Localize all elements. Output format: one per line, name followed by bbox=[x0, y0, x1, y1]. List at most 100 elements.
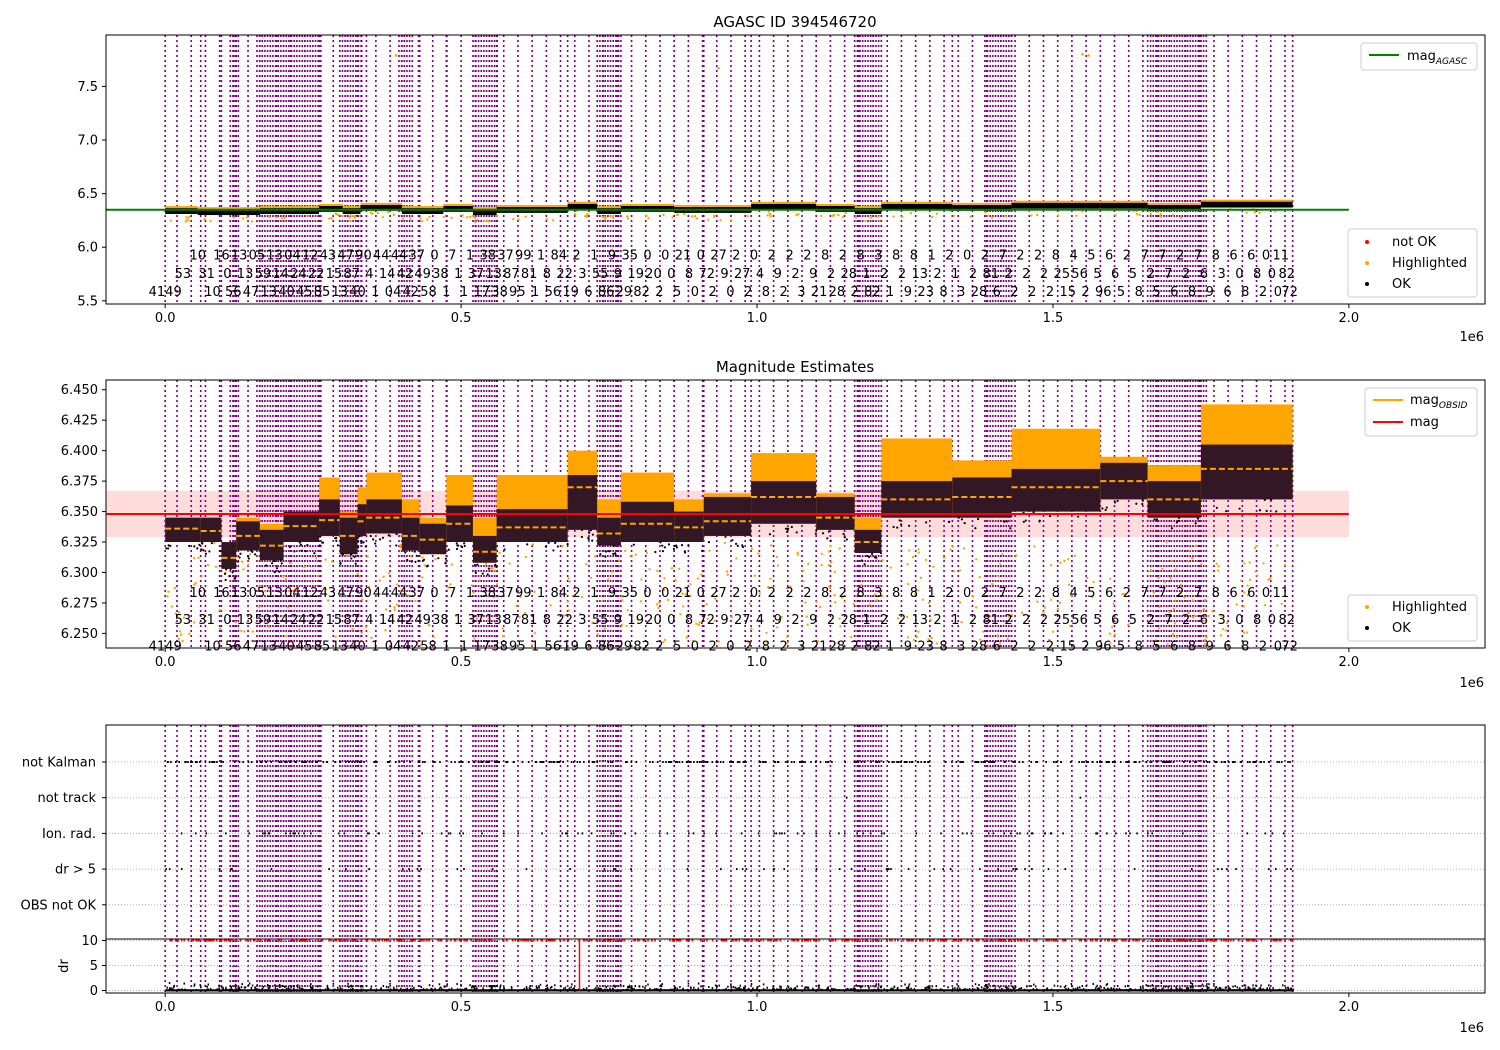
p3-dr-point bbox=[1162, 986, 1165, 989]
p1-obsid-label: 6 bbox=[993, 285, 1001, 300]
p3-dr-clipped-point bbox=[775, 939, 778, 942]
p3-dr-point bbox=[1097, 987, 1099, 990]
p2-highlighted-point bbox=[1163, 581, 1166, 584]
p1-highlighted-point bbox=[517, 218, 520, 221]
p3-flag-point bbox=[814, 761, 817, 763]
p2-ok-point bbox=[406, 558, 409, 562]
p2-highlighted-point bbox=[1191, 556, 1194, 560]
p3-dr-point bbox=[430, 987, 432, 990]
p1-obsid-label: 10 bbox=[204, 285, 221, 300]
p3-dr-clipped-point bbox=[942, 939, 945, 942]
p2-obsid-label: 0 bbox=[1268, 613, 1276, 628]
p3-flag-point bbox=[887, 868, 890, 871]
panel2-title: Magnitude Estimates bbox=[716, 358, 874, 376]
p3-dr-clipped-point bbox=[612, 939, 615, 942]
p2-obsid-label: 1 bbox=[371, 640, 379, 655]
p1-obsid-label: 0 bbox=[1235, 267, 1243, 282]
p3-flag-point bbox=[450, 761, 453, 763]
p2-highlighted-point bbox=[1248, 561, 1251, 564]
p3-dr-point bbox=[830, 987, 833, 990]
p3-flag-point bbox=[1278, 761, 1281, 763]
p3-flag-point bbox=[1214, 761, 1217, 763]
p2-highlighted-point bbox=[912, 638, 916, 642]
p3-dr-clipped-point bbox=[514, 939, 517, 942]
p3-flag-point bbox=[503, 832, 505, 835]
p1-highlighted-point bbox=[487, 220, 491, 223]
p3-dr-point bbox=[218, 984, 220, 987]
p2-highlighted-point bbox=[567, 577, 570, 580]
p3-dr-point bbox=[209, 987, 212, 990]
p3-dr-point bbox=[1247, 987, 1250, 990]
p1-obsid-label: 5 bbox=[1117, 285, 1125, 300]
p3-flag-point bbox=[196, 761, 198, 763]
p2-highlighted-point bbox=[1224, 629, 1228, 632]
p2-obsid-label: 0 bbox=[643, 586, 651, 601]
p3-dr-clipped-point bbox=[1048, 939, 1050, 942]
p3-dr-clipped-point bbox=[1209, 939, 1211, 942]
p2-obsid-label: 05 bbox=[249, 586, 266, 601]
p3-flag-point bbox=[1208, 761, 1211, 763]
p3-dr-point bbox=[1272, 987, 1274, 990]
p3-dr-point bbox=[1007, 987, 1010, 990]
p3-dr-point bbox=[550, 985, 553, 988]
p3-dr-clipped-point bbox=[1010, 939, 1012, 942]
p1-obsid-label: 0 bbox=[661, 249, 669, 264]
p3-dr-point bbox=[526, 987, 528, 990]
p2-highlighted-point bbox=[473, 637, 476, 640]
p3-dr-point bbox=[1085, 984, 1088, 987]
p3-dr-clipped-point bbox=[1284, 939, 1286, 942]
p3-dr-clipped-point bbox=[517, 939, 519, 942]
p3-flag-point bbox=[1260, 761, 1263, 763]
p3-dr-clipped-point bbox=[183, 939, 185, 942]
p3-dr-clipped-point bbox=[541, 939, 544, 942]
p1-obsid-label: 43 bbox=[320, 249, 337, 264]
p3-flag-point bbox=[495, 761, 497, 763]
p3-dr-point bbox=[780, 987, 782, 990]
p1-highlighted-points bbox=[1200, 199, 1293, 202]
p2-obsid-label: 7 bbox=[1141, 586, 1149, 601]
p3-dr-point bbox=[890, 987, 892, 990]
p3-flag-point bbox=[1246, 832, 1249, 835]
p3-flag-point bbox=[759, 761, 762, 763]
p3-dr-clipped-point bbox=[1155, 939, 1157, 942]
p3-dr-point bbox=[855, 984, 858, 987]
p2-ok-point bbox=[866, 554, 869, 558]
p3-dr-point bbox=[925, 987, 927, 990]
p1-highlighted-point bbox=[837, 213, 840, 217]
p2-highlighted-point bbox=[1171, 559, 1174, 563]
p1-highlighted-point bbox=[609, 215, 612, 218]
p3-flag-point bbox=[1165, 761, 1167, 763]
p3-dr-clipped-point bbox=[209, 939, 212, 942]
panel1-legend-top-box bbox=[1360, 42, 1478, 71]
p3-dr-point bbox=[311, 988, 314, 991]
p2-highlighted-point bbox=[1154, 639, 1158, 642]
p3-dr-point bbox=[750, 983, 753, 986]
p3-flag-point bbox=[539, 761, 542, 763]
p2-highlighted-point bbox=[450, 563, 453, 566]
p3-dr-point bbox=[439, 986, 442, 989]
p3-dr-point bbox=[535, 986, 538, 989]
p2-ok-point bbox=[556, 545, 559, 548]
p1-highlighted-point bbox=[671, 216, 674, 219]
p3-dr-point bbox=[697, 987, 700, 990]
p3-dr-point bbox=[1175, 987, 1178, 990]
p3-dr-point bbox=[730, 986, 732, 989]
p2-highlighted-point bbox=[449, 583, 452, 586]
p1-highlighted-points bbox=[620, 203, 675, 206]
p3-flag-point bbox=[334, 761, 337, 763]
p2-highlighted-point bbox=[454, 614, 458, 617]
p2-highlighted-point bbox=[621, 599, 624, 602]
p3-flag-point bbox=[745, 868, 748, 871]
p3-dr-clipped-point bbox=[397, 939, 400, 942]
p2-highlighted-point bbox=[639, 600, 642, 603]
p3-dr-point bbox=[910, 987, 912, 990]
p1-obsid-label: 0 bbox=[726, 285, 734, 300]
p2-highlighted-point bbox=[843, 600, 846, 604]
p1-ok-points bbox=[1200, 201, 1293, 208]
p2-obsid-label: 27 bbox=[734, 613, 751, 628]
p3-flag-point bbox=[815, 868, 818, 871]
p2-obsid-label: 2 bbox=[1259, 640, 1267, 655]
p2-ok-point bbox=[422, 558, 426, 561]
p1-obsid-label: 82 bbox=[633, 285, 650, 300]
p2-highlighted-point bbox=[975, 558, 978, 561]
